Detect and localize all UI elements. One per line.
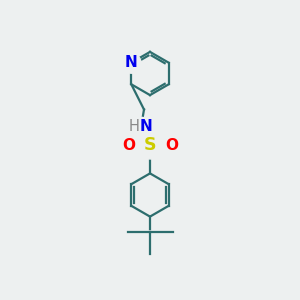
Text: O: O bbox=[165, 138, 178, 153]
Text: N: N bbox=[140, 119, 153, 134]
Text: H: H bbox=[129, 119, 140, 134]
Text: S: S bbox=[144, 136, 156, 154]
Text: N: N bbox=[125, 55, 138, 70]
Text: O: O bbox=[122, 138, 135, 153]
